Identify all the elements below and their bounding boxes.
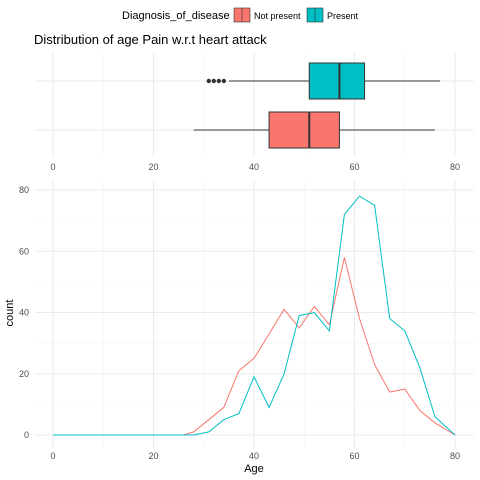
box-x-tick-label: 60 <box>349 162 359 172</box>
y-tick-label: 20 <box>19 369 29 379</box>
boxplot-title: Distribution of age Pain w.r.t heart att… <box>34 32 267 47</box>
x-axis-label: Age <box>244 463 264 475</box>
box-x-tick-label: 80 <box>450 162 460 172</box>
legend-label-present: Present <box>327 11 359 21</box>
x-tick-label: 40 <box>249 451 259 461</box>
line-chart-panel: 0 20 40 60 80 0 20 40 60 80 <box>19 180 474 461</box>
x-tick-label: 80 <box>450 451 460 461</box>
legend-item-not-present: Not present <box>234 8 301 22</box>
legend: Diagnosis_of_disease Not present Present <box>122 8 359 22</box>
y-tick-label: 40 <box>19 308 29 318</box>
box-iqr <box>309 63 364 99</box>
y-tick-label: 60 <box>19 246 29 256</box>
box-outlier <box>207 79 211 83</box>
boxplot-panel: 0 20 40 60 80 <box>35 52 474 172</box>
x-tick-label: 0 <box>50 451 55 461</box>
legend-item-present: Present <box>307 8 359 22</box>
box-outlier <box>212 79 216 83</box>
box-x-tick-label: 40 <box>249 162 259 172</box>
y-axis-label: count <box>4 300 16 327</box>
box-iqr <box>269 112 339 148</box>
legend-title: Diagnosis_of_disease <box>122 10 230 22</box>
x-tick-label: 20 <box>148 451 158 461</box>
box-outlier <box>222 79 226 83</box>
box-x-tick-label: 0 <box>50 162 55 172</box>
legend-label-not-present: Not present <box>254 11 301 21</box>
x-tick-label: 60 <box>349 451 359 461</box>
y-tick-label: 80 <box>19 185 29 195</box>
y-tick-label: 0 <box>24 430 29 440</box>
box-outlier <box>217 79 221 83</box>
box-not-present <box>194 112 435 148</box>
box-x-tick-label: 20 <box>148 162 158 172</box>
